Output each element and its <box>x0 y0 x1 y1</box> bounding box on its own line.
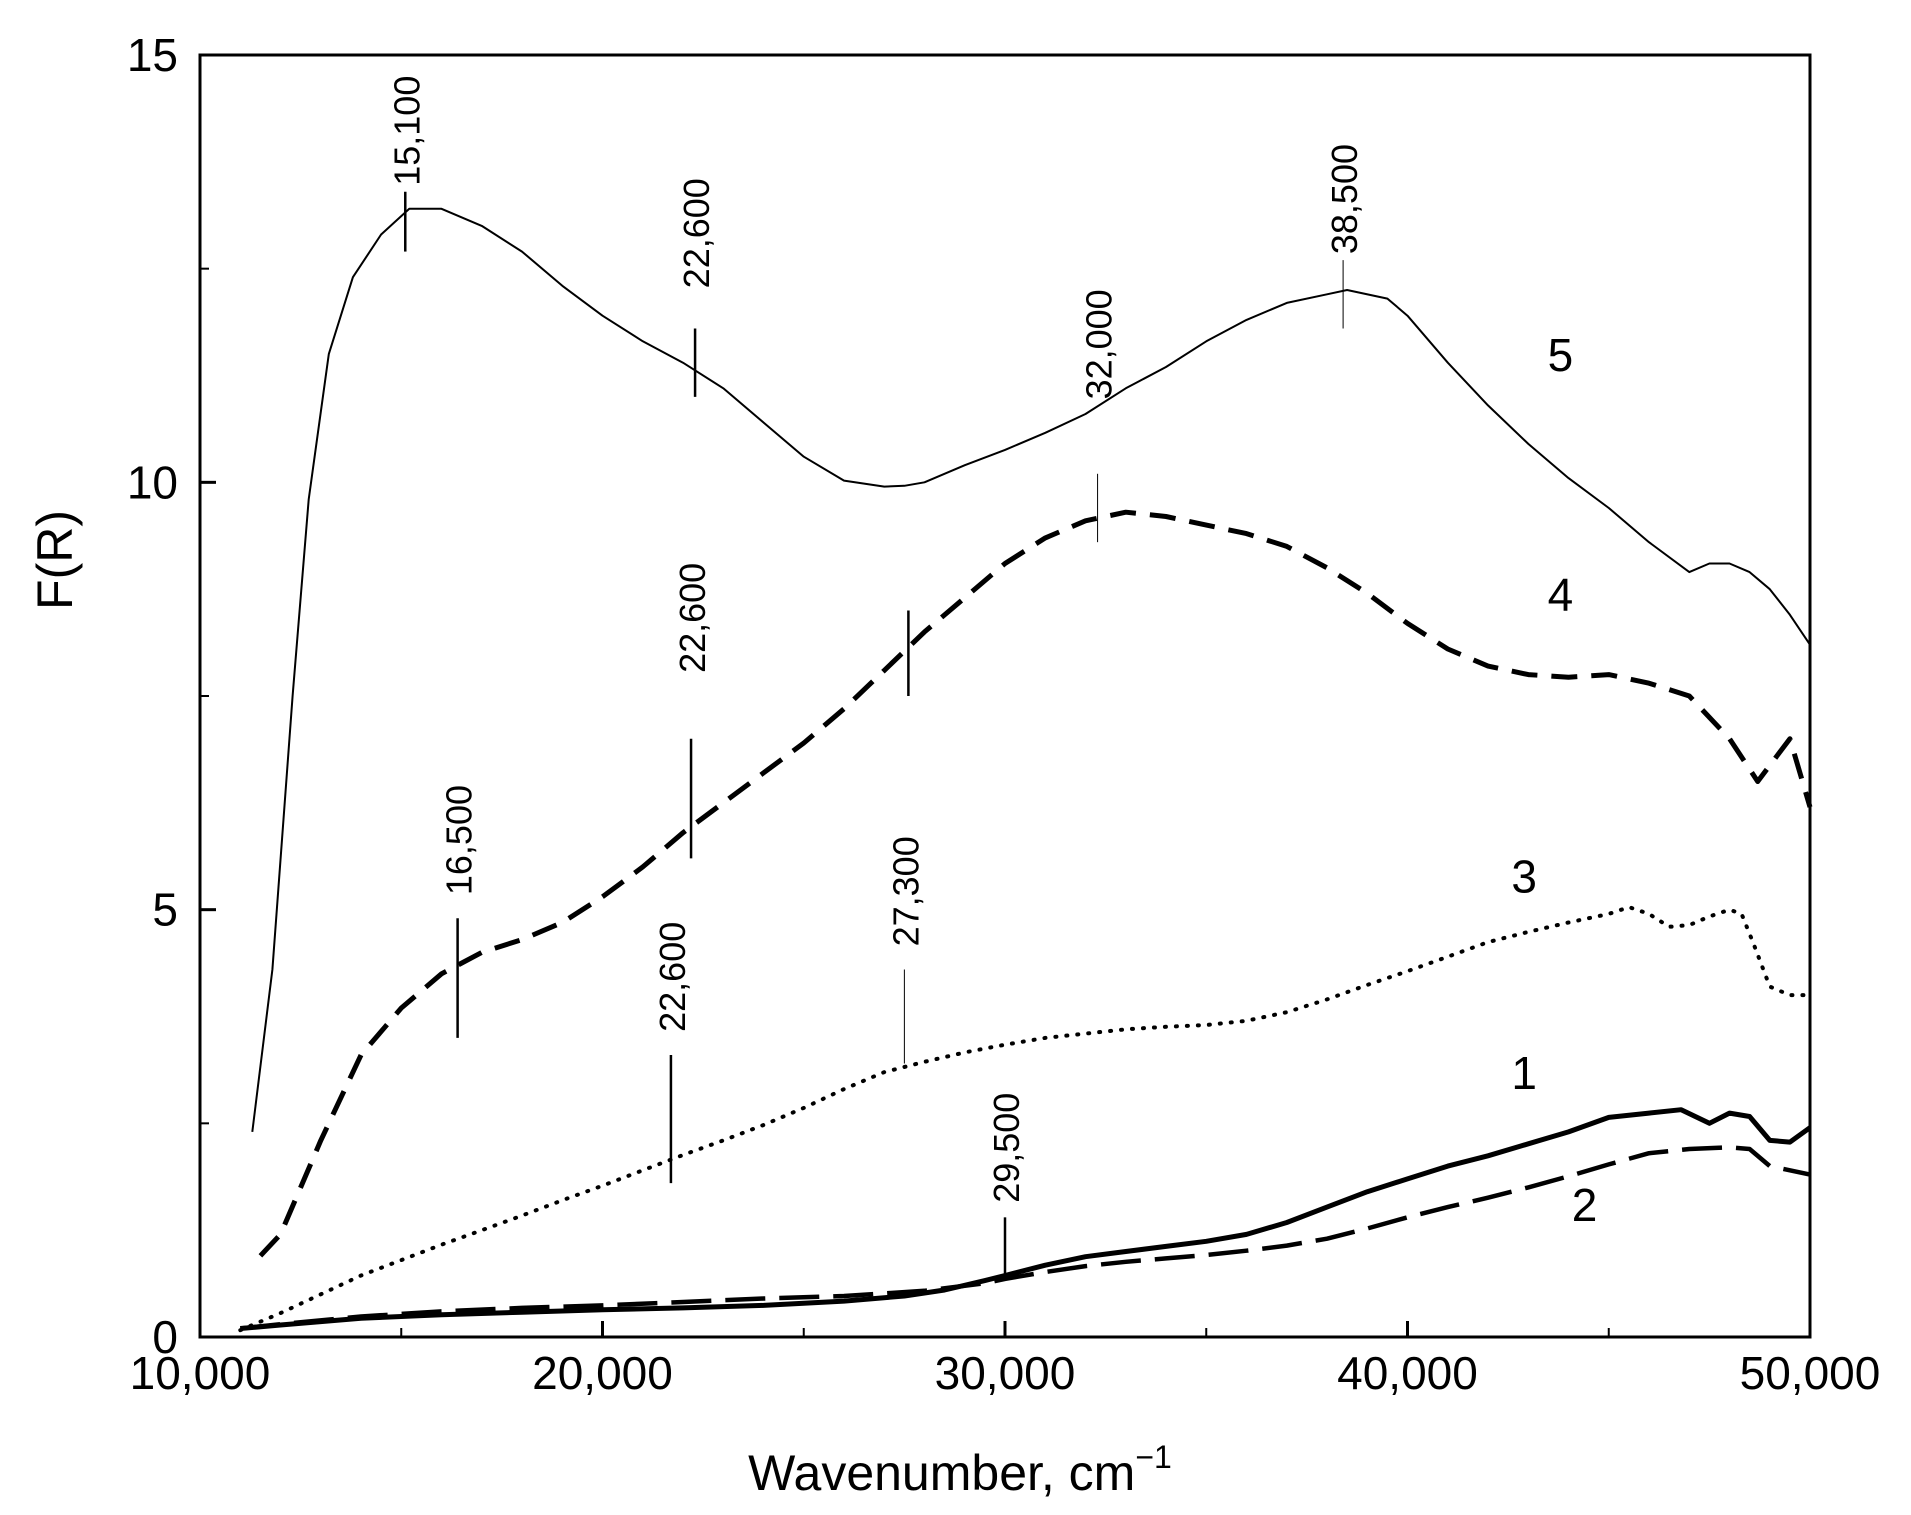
y-tick-label: 5 <box>152 884 178 936</box>
annotation-label: 22,600 <box>652 922 693 1032</box>
series-label-4: 4 <box>1548 569 1574 621</box>
y-tick-label: 15 <box>127 29 178 81</box>
x-tick-label: 50,000 <box>1740 1347 1881 1399</box>
y-axis-label: F(R) <box>27 510 83 610</box>
annotation-label: 29,500 <box>986 1093 1027 1203</box>
x-axis-label: Wavenumber, cm−1 <box>748 1439 1172 1501</box>
x-tick-label: 30,000 <box>935 1347 1076 1399</box>
x-tick-label: 40,000 <box>1337 1347 1478 1399</box>
series-label-3: 3 <box>1511 851 1537 903</box>
series-label-5: 5 <box>1548 329 1574 381</box>
annotation-label: 15,100 <box>386 76 427 186</box>
series-label-2: 2 <box>1572 1179 1598 1231</box>
series-line-2 <box>240 1145 1811 1331</box>
annotation-label: 27,300 <box>885 836 926 946</box>
series-line-3 <box>238 905 1812 1333</box>
annotation-label: 22,600 <box>676 178 717 288</box>
y-tick-label: 0 <box>152 1311 178 1363</box>
series-line-4 <box>258 509 1813 1258</box>
series-line-1 <box>240 1107 1812 1331</box>
series-label-1: 1 <box>1511 1047 1537 1099</box>
annotation-label: 38,500 <box>1324 144 1365 254</box>
series-line-5 <box>251 207 1811 1133</box>
annotation-label: 16,500 <box>439 785 480 895</box>
plot-area: 1 2 3 4 5 15,100 22,600 32,000 38,500 22,600 16,50… <box>238 76 1813 1333</box>
x-tick-label: 10,000 <box>130 1347 271 1399</box>
x-tick-label: 20,000 <box>532 1347 673 1399</box>
annotation-label: 32,000 <box>1079 289 1120 399</box>
annotation-label: 22,600 <box>672 563 713 673</box>
y-tick-label: 10 <box>127 456 178 508</box>
